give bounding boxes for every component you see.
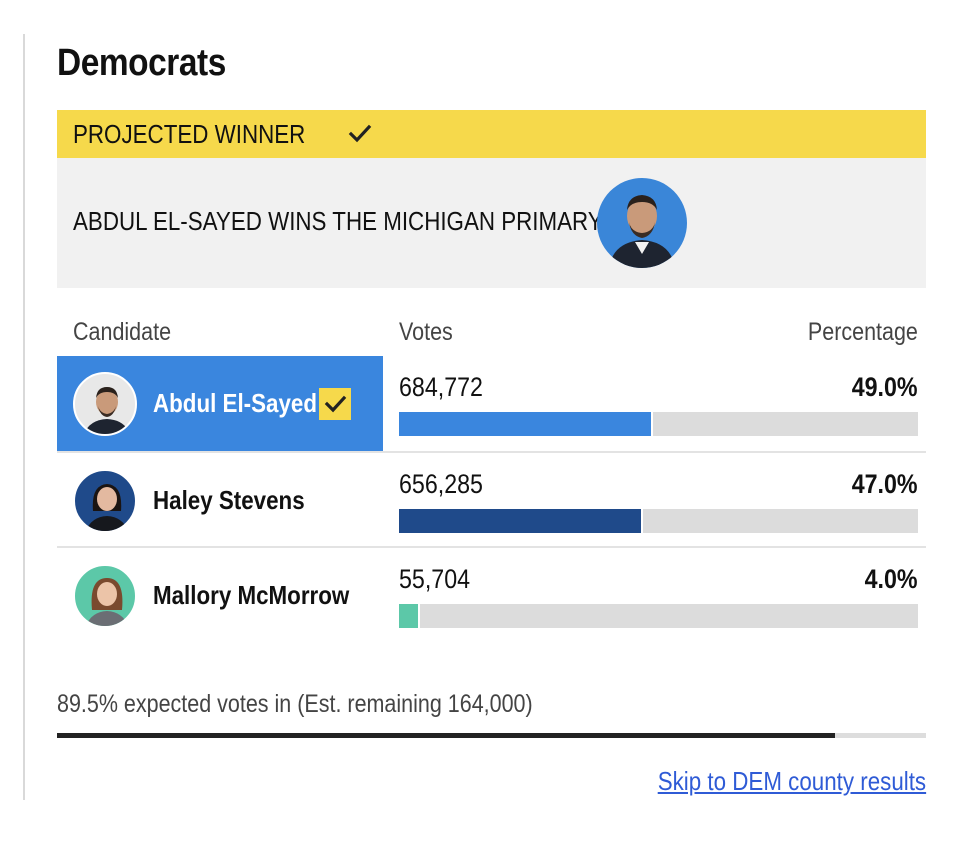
checkmark-icon — [324, 395, 347, 413]
vote-count: 684,772 — [399, 372, 483, 402]
candidate-row: Mallory McMorrow 55,704 4.0% — [57, 548, 926, 644]
candidate-cell: Abdul El-Sayed — [57, 356, 383, 452]
column-header-votes: Votes — [399, 318, 453, 346]
winner-check-badge — [319, 388, 351, 420]
vote-percentage: 4.0% — [865, 564, 918, 594]
vote-bar-fill — [399, 604, 420, 628]
vote-bar-track — [399, 412, 918, 436]
vote-bar-track — [399, 509, 918, 533]
candidate-cell: Haley Stevens — [57, 453, 383, 549]
candidate-name: Haley Stevens — [153, 485, 305, 515]
candidate-name: Mallory McMorrow — [153, 580, 350, 610]
vote-count: 656,285 — [399, 469, 483, 499]
column-header-candidate: Candidate — [73, 318, 172, 346]
winner-headline: ABDUL EL-SAYED WINS THE MICHIGAN PRIMARY — [73, 206, 603, 236]
candidate-name: Abdul El-Sayed — [153, 388, 318, 418]
vote-bar-track — [399, 604, 918, 628]
party-title: Democrats — [57, 42, 226, 84]
person-silhouette-icon — [84, 387, 130, 434]
candidate-avatar — [73, 469, 137, 533]
candidate-cell: Mallory McMorrow — [57, 548, 383, 644]
projected-winner-banner: PROJECTED WINNER — [57, 110, 926, 158]
winner-photo — [597, 178, 687, 268]
vote-percentage: 49.0% — [852, 372, 918, 402]
vote-bar-fill — [399, 509, 643, 533]
expected-votes-progress-fill — [57, 733, 835, 738]
vote-percentage: 47.0% — [852, 469, 918, 499]
expected-votes-progress-track — [57, 733, 926, 738]
person-silhouette-icon — [86, 484, 128, 531]
candidate-row: Abdul El-Sayed 684,772 49.0% — [57, 356, 926, 452]
person-silhouette-icon — [609, 195, 675, 268]
candidate-row: Haley Stevens 656,285 47.0% — [57, 453, 926, 549]
row-divider — [57, 546, 926, 548]
county-results-link[interactable]: Skip to DEM county results — [657, 766, 926, 796]
row-divider — [57, 451, 926, 453]
projected-winner-label: PROJECTED WINNER — [73, 118, 306, 149]
winner-card: ABDUL EL-SAYED WINS THE MICHIGAN PRIMARY — [57, 158, 926, 288]
column-header-percentage: Percentage — [808, 318, 918, 346]
candidate-avatar — [73, 372, 137, 436]
left-border-rule — [23, 34, 25, 800]
person-silhouette-icon — [86, 578, 128, 626]
vote-count: 55,704 — [399, 564, 471, 594]
checkmark-icon — [348, 124, 372, 143]
candidate-avatar — [73, 564, 137, 628]
expected-votes-text: 89.5% expected votes in (Est. remaining … — [57, 690, 533, 718]
vote-bar-fill — [399, 412, 654, 436]
